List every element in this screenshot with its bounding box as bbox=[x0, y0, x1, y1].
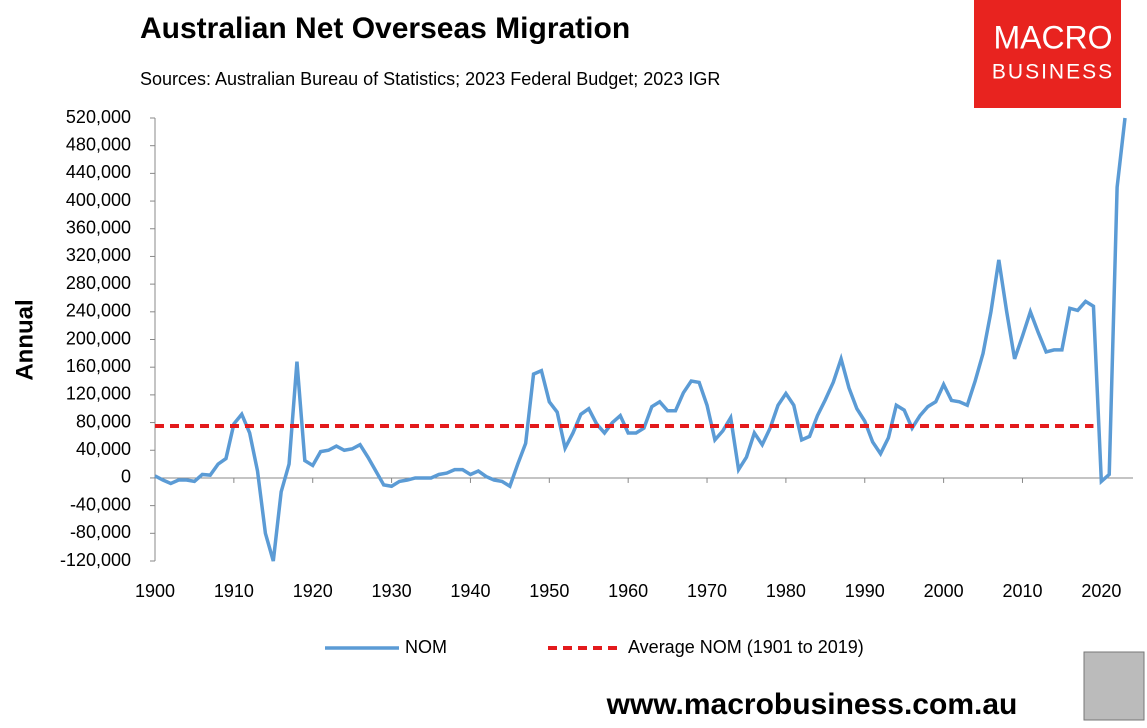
logo-text: BUSINESS bbox=[992, 61, 1114, 84]
y-tick-label: 280,000 bbox=[66, 273, 131, 293]
y-tick-label: 120,000 bbox=[66, 384, 131, 404]
x-tick-label: 1970 bbox=[687, 581, 727, 601]
y-axis-label: Annual bbox=[11, 299, 38, 380]
y-tick-label: -120,000 bbox=[60, 550, 131, 570]
x-tick-label: 2020 bbox=[1081, 581, 1121, 601]
chart-title: Australian Net Overseas Migration bbox=[140, 12, 630, 45]
legend-label: NOM bbox=[405, 637, 447, 657]
x-tick-label: 2000 bbox=[924, 581, 964, 601]
chart-subtitle: Sources: Australian Bureau of Statistics… bbox=[140, 69, 720, 89]
y-tick-label: 240,000 bbox=[66, 301, 131, 321]
y-tick-label: 520,000 bbox=[66, 107, 131, 127]
y-tick-label: 200,000 bbox=[66, 328, 131, 348]
y-tick-label: 160,000 bbox=[66, 356, 131, 376]
x-tick-label: 1930 bbox=[372, 581, 412, 601]
x-tick-label: 2010 bbox=[1002, 581, 1042, 601]
y-tick-label: 0 bbox=[121, 467, 131, 487]
y-tick-label: 40,000 bbox=[76, 439, 131, 459]
x-tick-label: 1920 bbox=[293, 581, 333, 601]
series-line bbox=[155, 118, 1125, 561]
x-tick-label: 1980 bbox=[766, 581, 806, 601]
x-tick-label: 1940 bbox=[450, 581, 490, 601]
footer: www.macrobusiness.com.au bbox=[606, 688, 1018, 721]
x-tick-label: 1990 bbox=[845, 581, 885, 601]
y-tick-label: -40,000 bbox=[70, 494, 131, 514]
x-tick-label: 1950 bbox=[529, 581, 569, 601]
x-tick-label: 1960 bbox=[608, 581, 648, 601]
x-tick-label: 1910 bbox=[214, 581, 254, 601]
chart: Australian Net Overseas Migration Source… bbox=[0, 0, 1147, 728]
legend-label: Average NOM (1901 to 2019) bbox=[628, 637, 864, 657]
y-tick-label: 360,000 bbox=[66, 218, 131, 238]
y-tick-label: 400,000 bbox=[66, 190, 131, 210]
x-tick-label: 1900 bbox=[135, 581, 175, 601]
y-tick-label: 440,000 bbox=[66, 162, 131, 182]
y-tick-label: -80,000 bbox=[70, 522, 131, 542]
logo-icon bbox=[1084, 652, 1144, 720]
y-tick-label: 320,000 bbox=[66, 245, 131, 265]
y-tick-label: 480,000 bbox=[66, 134, 131, 154]
y-tick-label: 80,000 bbox=[76, 411, 131, 431]
logo-text: MACRO bbox=[993, 19, 1112, 55]
